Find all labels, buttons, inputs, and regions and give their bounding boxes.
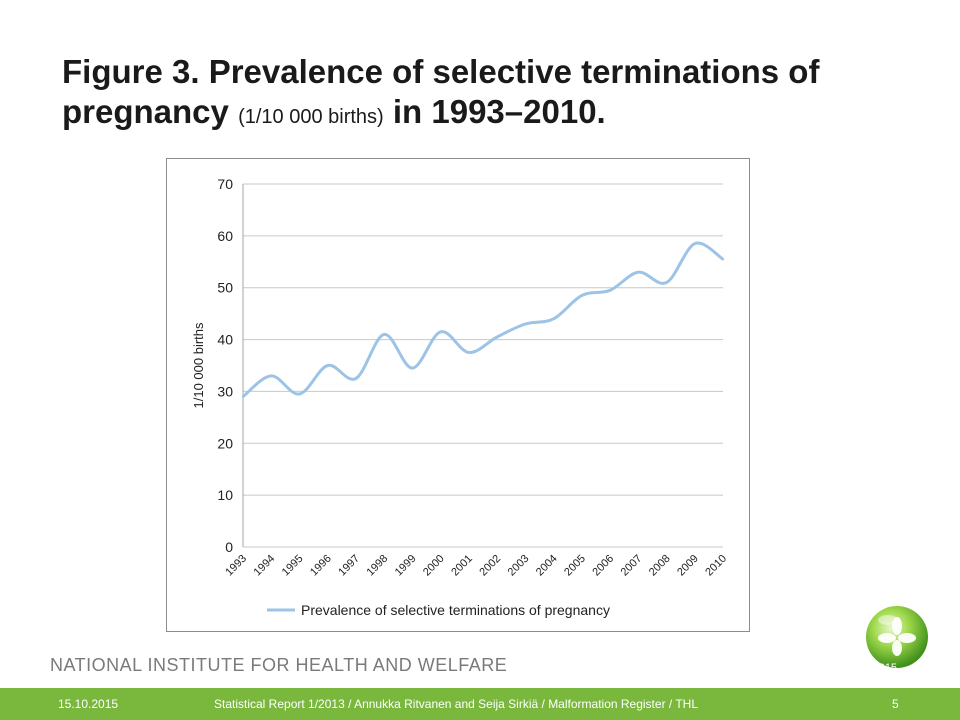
data-point [439, 330, 442, 333]
x-tick-label: 1998 [364, 553, 390, 579]
x-tick-label: 2007 [619, 553, 645, 579]
data-point [270, 374, 273, 378]
data-point [411, 366, 414, 370]
y-axis-title: 1/10 000 births [191, 322, 206, 409]
data-point [637, 270, 640, 274]
y-tick-label: 10 [217, 487, 233, 503]
title-main: Figure 3. Prevalence of selective termin… [62, 53, 820, 130]
x-tick-label: 2004 [534, 553, 560, 579]
y-tick-label: 70 [217, 176, 233, 192]
x-tick-label: 1994 [252, 553, 278, 579]
data-point [241, 395, 245, 398]
x-tick-label: 2009 [675, 553, 701, 579]
data-point [693, 242, 696, 245]
data-point [354, 377, 358, 380]
x-tick-label: 1993 [223, 553, 249, 579]
data-point [467, 351, 471, 354]
thl-globe-logo-icon [866, 606, 928, 668]
data-point [298, 392, 301, 396]
data-point [665, 281, 668, 284]
y-tick-label: 0 [225, 539, 233, 555]
data-point [552, 317, 555, 321]
organization-name: NATIONAL INSTITUTE FOR HEALTH AND WELFAR… [50, 655, 508, 675]
title-unit: (1/10 000 births) [238, 106, 384, 128]
data-point [326, 364, 329, 367]
x-tick-label: 2006 [590, 553, 616, 579]
x-tick-label: 1996 [308, 553, 334, 579]
x-tick-label: 1995 [280, 553, 306, 579]
footer-source: Statistical Report 1/2013 / Annukka Ritv… [214, 697, 699, 711]
x-tick-label: 2001 [449, 553, 475, 579]
chart-frame: 0 10 20 30 40 50 60 70 1/10 000 births 1993 1994 19… [166, 158, 750, 632]
y-tick-label: 20 [217, 435, 233, 451]
logo-date: 15.10.2015 [842, 662, 898, 674]
x-tick-label: 2003 [506, 553, 532, 579]
data-point [608, 289, 612, 292]
data-point [580, 294, 584, 297]
title-end: in 1993–2010. [392, 93, 606, 130]
data-point [382, 333, 386, 336]
x-tick-label: 2010 [703, 553, 729, 579]
footer-bar: 15.10.2015 Statistical Report 1/2013 / A… [0, 688, 960, 720]
data-point [721, 257, 725, 261]
y-tick-label: 40 [217, 332, 233, 348]
x-tick-label: 1997 [336, 553, 362, 579]
x-tick-label: 2005 [562, 553, 588, 579]
legend-label: Prevalence of selective terminations of … [301, 602, 610, 618]
data-point [524, 322, 527, 326]
page-number: 5 [892, 697, 899, 711]
y-tick-label: 60 [217, 228, 233, 244]
x-tick-label: 1999 [393, 553, 419, 579]
slide-title: Figure 3. Prevalence of selective termin… [62, 52, 922, 137]
x-tick-label: 2000 [421, 553, 447, 579]
y-tick-label: 50 [217, 280, 233, 296]
footer-date: 15.10.2015 [58, 697, 119, 711]
y-tick-label: 30 [217, 383, 233, 399]
series-line-0 [242, 241, 724, 398]
x-tick-label: 2008 [647, 553, 673, 579]
data-point [495, 335, 499, 339]
x-tick-label: 2002 [477, 553, 503, 579]
